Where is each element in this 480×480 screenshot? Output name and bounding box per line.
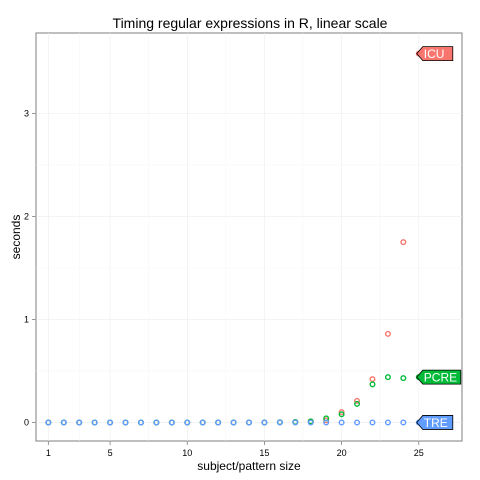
x-tick-label: 20: [337, 448, 347, 458]
data-point-pcre: [338, 411, 345, 418]
x-tick-label: 15: [259, 448, 269, 458]
data-point-tre: [384, 419, 391, 426]
data-point-tre: [230, 419, 237, 426]
data-point-tre: [107, 419, 114, 426]
data-point-tre: [137, 419, 144, 426]
chart-title: Timing regular expressions in R, linear …: [113, 15, 388, 31]
data-point-tre: [338, 419, 345, 426]
x-tick-label: 10: [182, 448, 192, 458]
data-point-icu: [323, 417, 330, 424]
x-tick-label: 5: [108, 448, 113, 458]
plot-area: ICU PCRE TRE: [35, 32, 463, 442]
y-axis-title: seconds: [9, 215, 23, 260]
data-point-tre: [199, 419, 206, 426]
data-point-tre: [76, 419, 83, 426]
data-point-tre: [91, 419, 98, 426]
y-tick-label: 3: [24, 108, 29, 118]
data-point-icu: [400, 239, 407, 246]
data-point-tre: [292, 419, 299, 426]
data-point-pcre: [369, 381, 376, 388]
data-point-tre: [276, 419, 283, 426]
gridlines: [36, 33, 462, 441]
data-point-icu: [384, 330, 391, 337]
x-tick-label: 1: [46, 448, 51, 458]
x-tick-label: 25: [414, 448, 424, 458]
data-point-pcre: [384, 374, 391, 381]
direct-label-text: ICU: [424, 47, 445, 61]
direct-label-text: TRE: [424, 416, 448, 430]
y-tick-label: 0: [24, 417, 29, 427]
data-point-tre: [215, 419, 222, 426]
y-axis-ticks: 0 1 2 3: [24, 108, 36, 427]
direct-label-box: [416, 46, 454, 62]
direct-label-box: [416, 369, 462, 385]
direct-label-tre: TRE: [416, 415, 454, 430]
data-point-tre: [323, 419, 330, 426]
direct-labels: ICU PCRE TRE: [416, 46, 462, 430]
direct-label-box: [416, 415, 454, 430]
direct-label-text: PCRE: [424, 371, 457, 385]
data-point-tre: [60, 419, 67, 426]
x-axis-ticks: 1 5 10 15 20 25: [46, 441, 424, 458]
data-point-tre: [153, 419, 160, 426]
data-point-tre: [354, 419, 361, 426]
data-point-tre: [369, 419, 376, 426]
direct-label-icu: ICU: [416, 46, 454, 62]
data-point-tre: [122, 419, 129, 426]
data-point-tre: [168, 419, 175, 426]
x-axis-title: subject/pattern size: [197, 459, 301, 473]
data-point-tre: [245, 419, 252, 426]
plot-panel: [35, 32, 463, 442]
data-point-tre: [307, 419, 314, 426]
data-point-tre: [261, 419, 268, 426]
data-point-icu: [338, 409, 345, 416]
y-tick-label: 2: [24, 211, 29, 221]
data-point-pcre: [354, 400, 361, 407]
data-point-tre: [400, 419, 407, 426]
data-point-icu: [354, 397, 361, 404]
data-point-tre: [45, 419, 52, 426]
data-point-pcre: [400, 375, 407, 382]
data-point-tre: [184, 419, 191, 426]
direct-label-pcre: PCRE: [416, 369, 462, 385]
y-tick-label: 1: [24, 314, 29, 324]
